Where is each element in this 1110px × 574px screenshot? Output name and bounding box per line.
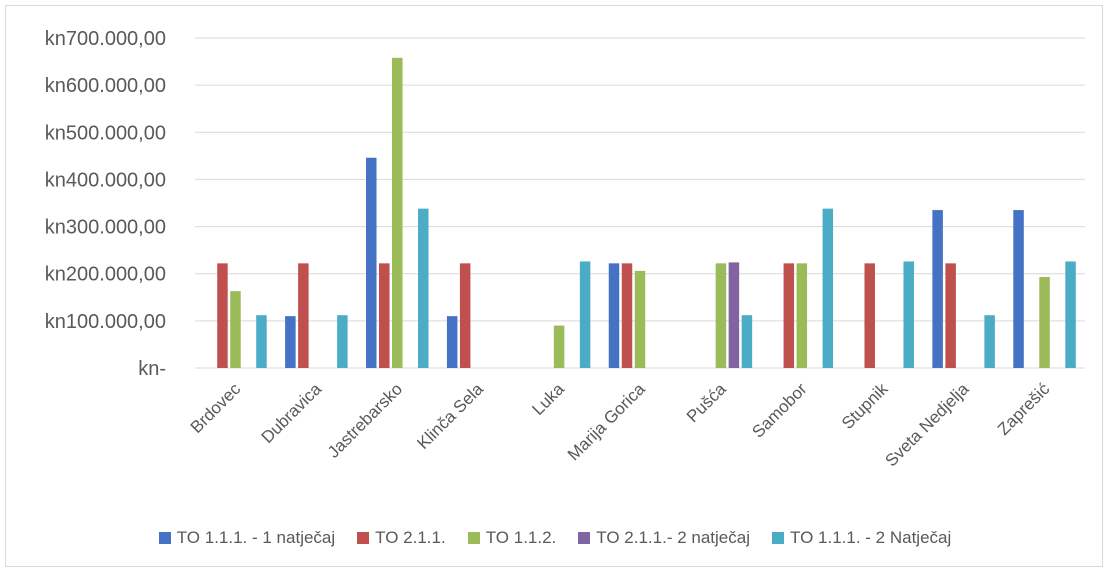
bar: [621, 263, 633, 368]
bar: [1065, 261, 1076, 368]
bar: [459, 263, 471, 368]
bar: [1039, 277, 1050, 368]
bar: [217, 263, 228, 368]
y-tick-label: kn600.000,00: [45, 75, 166, 97]
legend-label: TO 1.1.1. - 1 natječaj: [176, 528, 336, 547]
legend-swatch: [578, 532, 591, 544]
y-axis-tick-labels: kn-kn100.000,00 kn200.000,00 kn300.000,00 k…: [45, 28, 166, 380]
bar: [796, 263, 808, 368]
bar: [741, 315, 753, 368]
legend-swatch: [158, 532, 171, 544]
x-category-label: Pušća: [683, 379, 730, 426]
bar: [230, 291, 241, 368]
y-tick-label: kn400.000,00: [45, 169, 166, 191]
y-tick-label: kn200.000,00: [45, 264, 166, 286]
x-category-label: Klinča Sela: [413, 379, 487, 453]
legend-label: TO 1.1.2.: [485, 528, 557, 547]
bar: [932, 210, 943, 368]
bar: [984, 315, 995, 368]
bar: [366, 157, 377, 368]
bar: [634, 270, 646, 368]
bar: [822, 208, 834, 368]
bar: [256, 315, 267, 368]
bar: [553, 325, 565, 368]
legend-item: TO 2.1.1.: [357, 528, 446, 548]
bar: [379, 263, 390, 368]
legend-item: TO 1.1.1. - 1 natječaj: [158, 528, 336, 548]
bar: [945, 263, 956, 368]
x-category-label: Brdovec: [187, 379, 245, 437]
legend: TO 1.1.1. - 1 natječaj TO 2.1.1. TO 1.1.2.…: [0, 528, 1110, 548]
bars: [217, 57, 1076, 369]
legend-item: TO 1.1.2.: [467, 528, 557, 548]
bar: [337, 315, 348, 368]
bar: [715, 263, 727, 368]
y-tick-label: kn500.000,00: [45, 122, 166, 144]
x-category-label: Sveta Nedjelja: [882, 379, 973, 470]
legend-item: TO 2.1.1.- 2 natječaj: [578, 528, 750, 548]
x-category-label: Samobor: [748, 379, 810, 441]
bar: [903, 261, 914, 368]
bar: [285, 316, 296, 368]
bar: [298, 263, 309, 368]
bar: [418, 208, 429, 368]
x-category-label: Stupnik: [838, 379, 892, 433]
x-category-label: Luka: [528, 379, 568, 419]
y-tick-label: kn300.000,00: [45, 217, 166, 239]
legend-label: TO 2.1.1.: [375, 528, 446, 547]
x-category-label: Jastrebarsko: [324, 379, 406, 461]
legend-swatch: [467, 532, 480, 544]
x-category-label: Dubravica: [258, 379, 326, 447]
y-tick-label: kn100.000,00: [45, 311, 166, 333]
bar: [728, 262, 740, 368]
y-tick-label: kn-: [138, 358, 166, 380]
legend-swatch: [772, 532, 784, 544]
legend-label: TO 2.1.1.- 2 natječaj: [596, 528, 750, 547]
legend-swatch: [357, 532, 370, 544]
chart-frame: [5, 5, 1103, 567]
bar: [392, 57, 403, 369]
bar: [446, 316, 458, 368]
x-category-label: Marija Gorica: [564, 379, 649, 464]
legend-item: TO 1.1.1. - 2 Natječaj: [772, 528, 951, 548]
legend-label: TO 1.1.1. - 2 Natječaj: [790, 528, 952, 547]
x-category-label: Zaprešić: [994, 379, 1054, 439]
bar: [579, 261, 591, 368]
bar: [1013, 210, 1024, 368]
bar: [864, 263, 875, 368]
bar: [608, 263, 620, 368]
bar: [783, 263, 795, 368]
y-tick-label: kn700.000,00: [45, 28, 166, 50]
